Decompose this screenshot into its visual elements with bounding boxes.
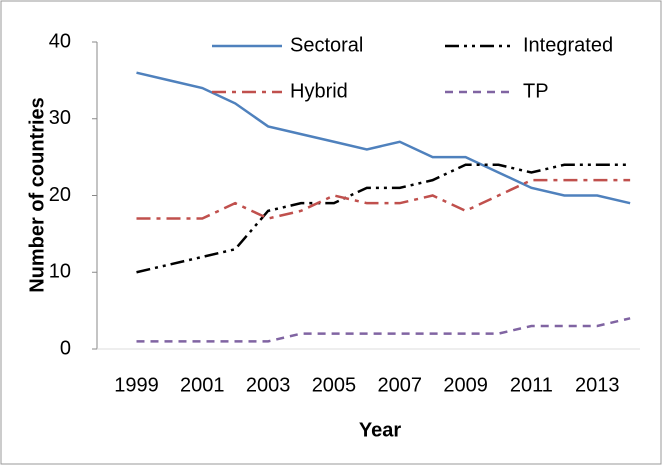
series-line <box>136 163 631 274</box>
x-tick-label: 2013 <box>575 374 620 396</box>
y-tick-label: 20 <box>49 184 71 206</box>
x-tick-label: 1999 <box>114 374 159 396</box>
legend-label: TP <box>523 80 549 102</box>
x-tick-label: 2007 <box>378 374 423 396</box>
x-axis-label: Year <box>359 419 401 441</box>
legend-label: Integrated <box>523 34 613 56</box>
y-tick-label: 30 <box>49 107 71 129</box>
x-tick-label: 2009 <box>443 374 488 396</box>
y-tick-label: 40 <box>49 30 71 52</box>
series-line <box>136 317 631 343</box>
series-line <box>136 178 631 220</box>
legend-label: Sectoral <box>290 34 363 56</box>
legend-label: Hybrid <box>290 80 348 102</box>
x-tick-label: 2005 <box>312 374 357 396</box>
series-line <box>136 71 631 205</box>
x-tick-label: 2011 <box>510 374 553 396</box>
x-tick-label: 2001 <box>180 374 225 396</box>
y-tick-label: 0 <box>60 337 71 359</box>
x-tick-label: 2003 <box>246 374 291 396</box>
y-axis-label: Number of countries <box>26 97 48 293</box>
y-tick-label: 10 <box>49 261 71 283</box>
